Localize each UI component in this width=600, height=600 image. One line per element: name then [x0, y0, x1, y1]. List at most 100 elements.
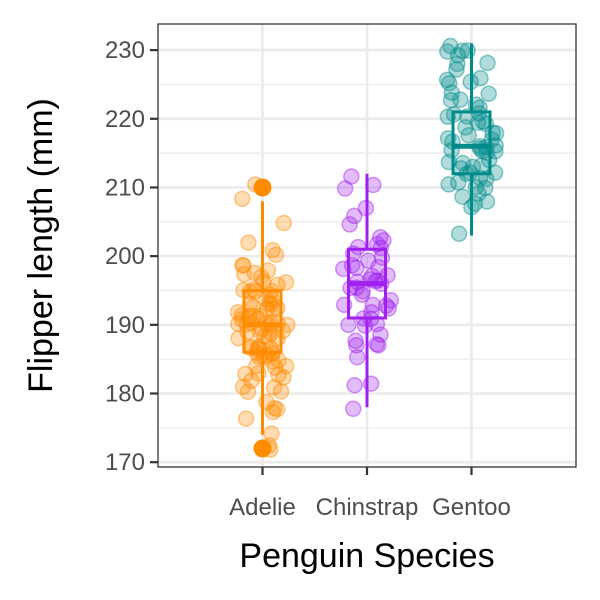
- y-tick-label: 200: [105, 243, 145, 270]
- data-point: [487, 143, 504, 160]
- x-tick-label: Gentoo: [432, 494, 511, 521]
- data-point: [372, 228, 389, 246]
- data-point: [442, 91, 460, 109]
- data-point: [277, 274, 295, 291]
- data-point: [230, 329, 247, 347]
- data-point: [239, 383, 257, 400]
- data-point: [449, 55, 466, 73]
- data-point: [469, 114, 487, 131]
- data-point: [267, 246, 285, 264]
- y-axis-title: Flipper length (mm): [22, 98, 60, 393]
- data-point: [263, 425, 280, 442]
- axis-layer: 170 180 190 200 210 220 230 Adelie Chinstrap Gent…: [105, 37, 511, 521]
- data-point: [261, 294, 279, 312]
- data-point: [269, 276, 286, 293]
- data-point: [234, 257, 251, 274]
- data-point: [443, 84, 461, 101]
- data-point: [472, 69, 489, 87]
- data-point: [237, 410, 255, 427]
- data-point: [479, 54, 496, 72]
- x-tick-label: Adelie: [229, 494, 296, 521]
- data-point: [448, 61, 465, 78]
- data-point: [340, 316, 357, 334]
- data-point: [270, 366, 287, 384]
- data-point: [349, 348, 366, 366]
- data-point: [341, 216, 358, 233]
- data-point: [442, 37, 459, 55]
- data-point: [235, 257, 252, 274]
- x-tick-label: Chinstrap: [316, 494, 419, 521]
- data-point: [360, 252, 377, 269]
- data-point: [363, 303, 380, 321]
- data-point: [457, 119, 474, 136]
- data-point: [234, 378, 252, 396]
- data-point: [262, 296, 280, 313]
- data-point: [268, 400, 286, 418]
- data-point: [450, 225, 468, 243]
- data-point: [364, 296, 381, 314]
- data-point: [277, 357, 295, 375]
- data-point: [477, 179, 494, 197]
- data-point: [256, 328, 273, 345]
- box-iqr: [242, 288, 283, 354]
- data-point: [275, 214, 292, 232]
- data-point: [347, 332, 364, 350]
- data-point: [266, 399, 283, 417]
- data-point: [237, 365, 254, 383]
- data-point: [483, 131, 501, 148]
- y-tick-label: 190: [105, 312, 145, 339]
- data-point: [382, 291, 400, 309]
- data-point: [345, 400, 362, 418]
- y-tick-label: 180: [105, 381, 145, 408]
- data-point: [440, 74, 458, 92]
- data-point: [439, 43, 456, 60]
- data-point: [272, 383, 290, 400]
- data-point: [243, 372, 260, 389]
- data-point: [234, 190, 251, 208]
- data-point: [372, 326, 389, 343]
- data-point: [345, 207, 363, 225]
- data-point: [449, 47, 467, 64]
- y-tick-label: 230: [105, 37, 145, 64]
- data-point: [259, 262, 277, 279]
- y-tick-label: 210: [105, 174, 145, 201]
- data-point: [460, 127, 477, 144]
- data-point: [379, 266, 396, 284]
- data-point: [258, 300, 276, 318]
- outlier-point: [253, 439, 272, 458]
- data-point: [336, 180, 354, 197]
- data-point: [454, 188, 471, 205]
- data-point: [478, 193, 496, 210]
- outlier-point: [253, 178, 272, 197]
- x-axis-title: Penguin Species: [239, 537, 494, 575]
- data-point: [275, 369, 292, 386]
- data-point: [264, 353, 281, 370]
- data-point: [266, 359, 284, 376]
- data-point: [343, 168, 360, 185]
- data-point: [368, 336, 386, 353]
- data-point: [480, 85, 497, 103]
- data-point: [240, 234, 257, 251]
- data-point: [236, 266, 253, 283]
- data-point: [438, 71, 456, 89]
- data-point: [453, 42, 471, 60]
- data-point: [263, 291, 280, 308]
- data-point: [264, 345, 281, 363]
- data-point: [346, 376, 363, 394]
- data-point: [454, 154, 472, 172]
- data-point: [440, 176, 457, 193]
- data-point: [370, 337, 387, 354]
- data-point: [264, 241, 281, 259]
- box-iqr: [451, 110, 492, 176]
- y-tick-label: 220: [105, 106, 145, 133]
- box-layer: [242, 43, 492, 458]
- data-point: [348, 337, 365, 354]
- data-point: [452, 91, 469, 108]
- data-point: [353, 286, 371, 303]
- data-point: [349, 238, 367, 256]
- y-tick-label: 170: [105, 449, 145, 476]
- data-point: [265, 379, 283, 396]
- data-point: [264, 403, 282, 421]
